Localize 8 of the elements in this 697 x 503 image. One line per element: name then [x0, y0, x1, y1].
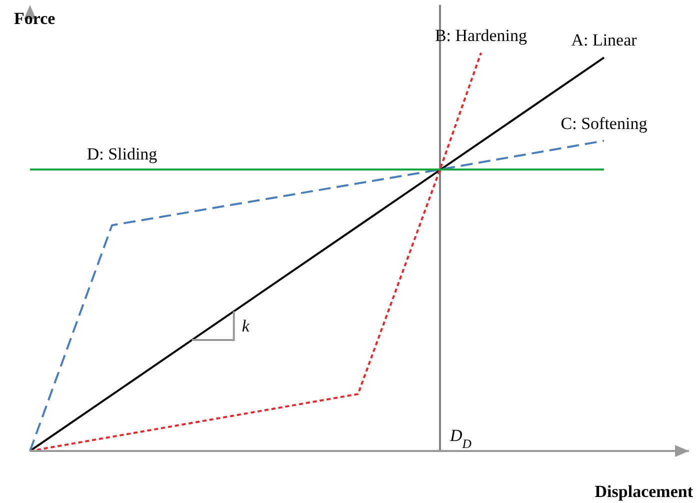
annotation: D$_{D}$ [449, 426, 472, 451]
series-label: D: Sliding [86, 144, 158, 164]
series-label: C: Softening [560, 114, 648, 133]
series-label: A: Linear [571, 30, 638, 50]
x-axis-title: Displacement [594, 482, 694, 501]
y-axis-title: Force [14, 9, 56, 28]
annotation: k [242, 316, 250, 336]
series-label: B: Hardening [434, 26, 528, 45]
